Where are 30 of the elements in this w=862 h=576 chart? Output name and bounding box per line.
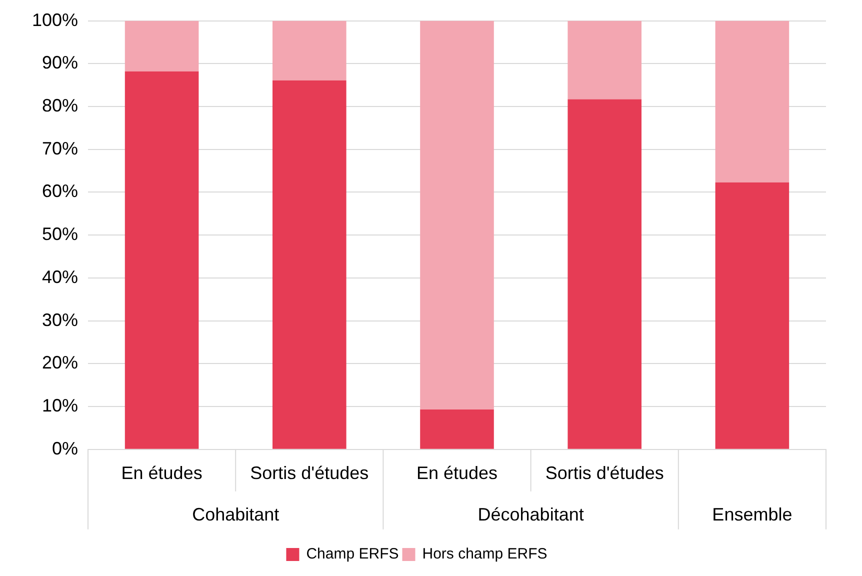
x-tick-label: Sortis d'études (545, 463, 664, 484)
bar (272, 20, 346, 80)
y-tick-label: 100% (32, 10, 78, 30)
bar (420, 20, 494, 410)
legend-label: Hors champ ERFS (422, 546, 548, 563)
x-tick-label: En études (416, 463, 498, 484)
y-tick-label: 80% (42, 95, 78, 116)
bar (124, 20, 199, 72)
x-tick-label: Sortis d'études (250, 463, 369, 484)
y-tick-label: 10% (42, 396, 78, 416)
y-tick-label: 0% (52, 438, 78, 458)
y-tick-label: 20% (42, 352, 78, 373)
y-tick-label: 50% (42, 224, 78, 244)
text: Décohabitant (478, 504, 584, 524)
y-tick-label: 30% (42, 310, 78, 330)
bar (568, 20, 642, 100)
bar (715, 182, 790, 449)
x-tick-label: En études (121, 463, 202, 484)
bar (124, 71, 199, 449)
bar (568, 99, 642, 449)
text: Cohabitant (192, 504, 280, 524)
y-tick-label: 90% (42, 52, 78, 73)
legend-label: Champ ERFS (306, 546, 399, 563)
y-tick-label: 60% (42, 181, 78, 202)
text: Ensemble (712, 504, 792, 524)
bar (420, 410, 494, 449)
y-tick-label: 70% (42, 138, 78, 158)
y-tick-label: 40% (42, 266, 78, 287)
bar (715, 20, 790, 182)
bar (272, 80, 346, 449)
